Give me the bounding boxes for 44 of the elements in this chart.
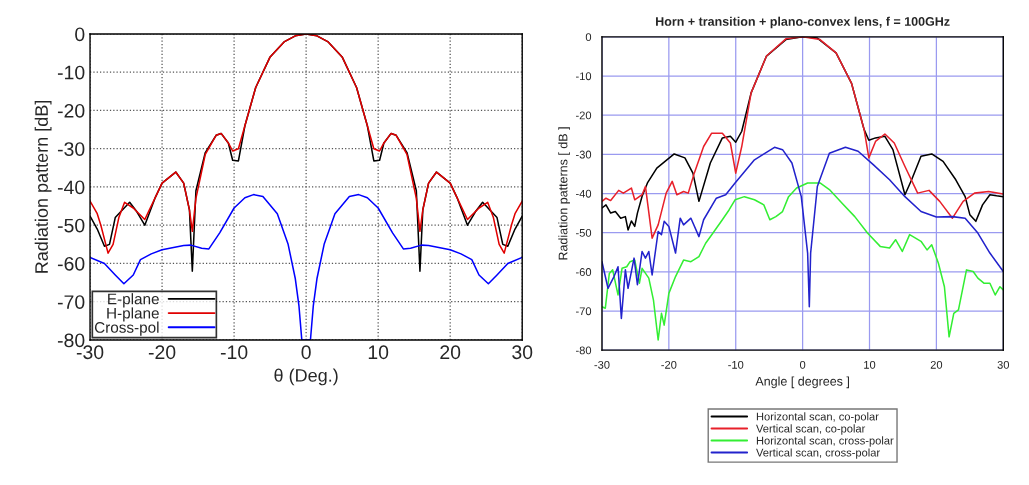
y-tick-label: -40 [57,180,85,195]
legend-label: Cross-pol [94,321,159,336]
y-tick-label: -20 [575,111,592,120]
y-tick-label: -70 [57,295,85,309]
y-tick-label: 0 [585,33,592,41]
y-tick-label: -60 [57,256,85,271]
x-axis-title: θ (Deg.) [274,368,338,386]
legend-label: H-plane [107,307,159,322]
y-tick-label: -50 [575,228,592,237]
line-series [601,182,1004,341]
x-axis-title: Angle [ degrees ] [755,376,849,389]
x-tick-label: -20 [661,360,677,369]
y-tick-label: -20 [57,103,85,118]
legend-label: Horizontal scan, co-polar [756,412,879,423]
x-tick-label: -30 [594,360,610,369]
x-tick-label: -10 [220,345,248,360]
x-tick-label: 20 [440,345,461,360]
legend-label: Horizontal scan, cross-polar [756,436,894,447]
y-axis-title: Radiation pattern [dB] [34,100,52,273]
y-axis-title: Radiation patterns [ dB ] [558,127,570,260]
x-tick-label: -10 [728,360,744,369]
x-tick-label: -20 [148,345,176,360]
x-tick-label: 30 [512,345,533,360]
legend-label: Vertical scan, co-polar [756,424,866,435]
x-tick-label: 30 [997,360,1010,369]
y-tick-label: -60 [575,268,592,276]
y-tick-label: -70 [575,307,592,316]
y-tick-label: -10 [57,65,85,80]
y-tick-label: 0 [75,27,85,42]
y-tick-label: -10 [575,72,592,81]
y-tick-label: -50 [57,218,85,233]
x-tick-label: 0 [799,360,806,369]
y-tick-label: -30 [575,150,592,159]
chart-title: Horn + transition + plano-convex lens, f = 100GHz [656,16,950,29]
x-tick-label: 10 [864,360,876,369]
x-tick-label: 0 [301,345,311,360]
x-tick-label: 20 [930,360,943,369]
legend-label: Vertical scan, cross-polar [756,448,880,459]
y-tick-label: -40 [575,189,592,198]
x-tick-label: 10 [368,345,389,360]
y-tick-label: -30 [57,142,85,156]
legend-label: E-plane [108,293,159,308]
line-series [601,146,1004,320]
y-tick-label: -80 [575,346,592,355]
